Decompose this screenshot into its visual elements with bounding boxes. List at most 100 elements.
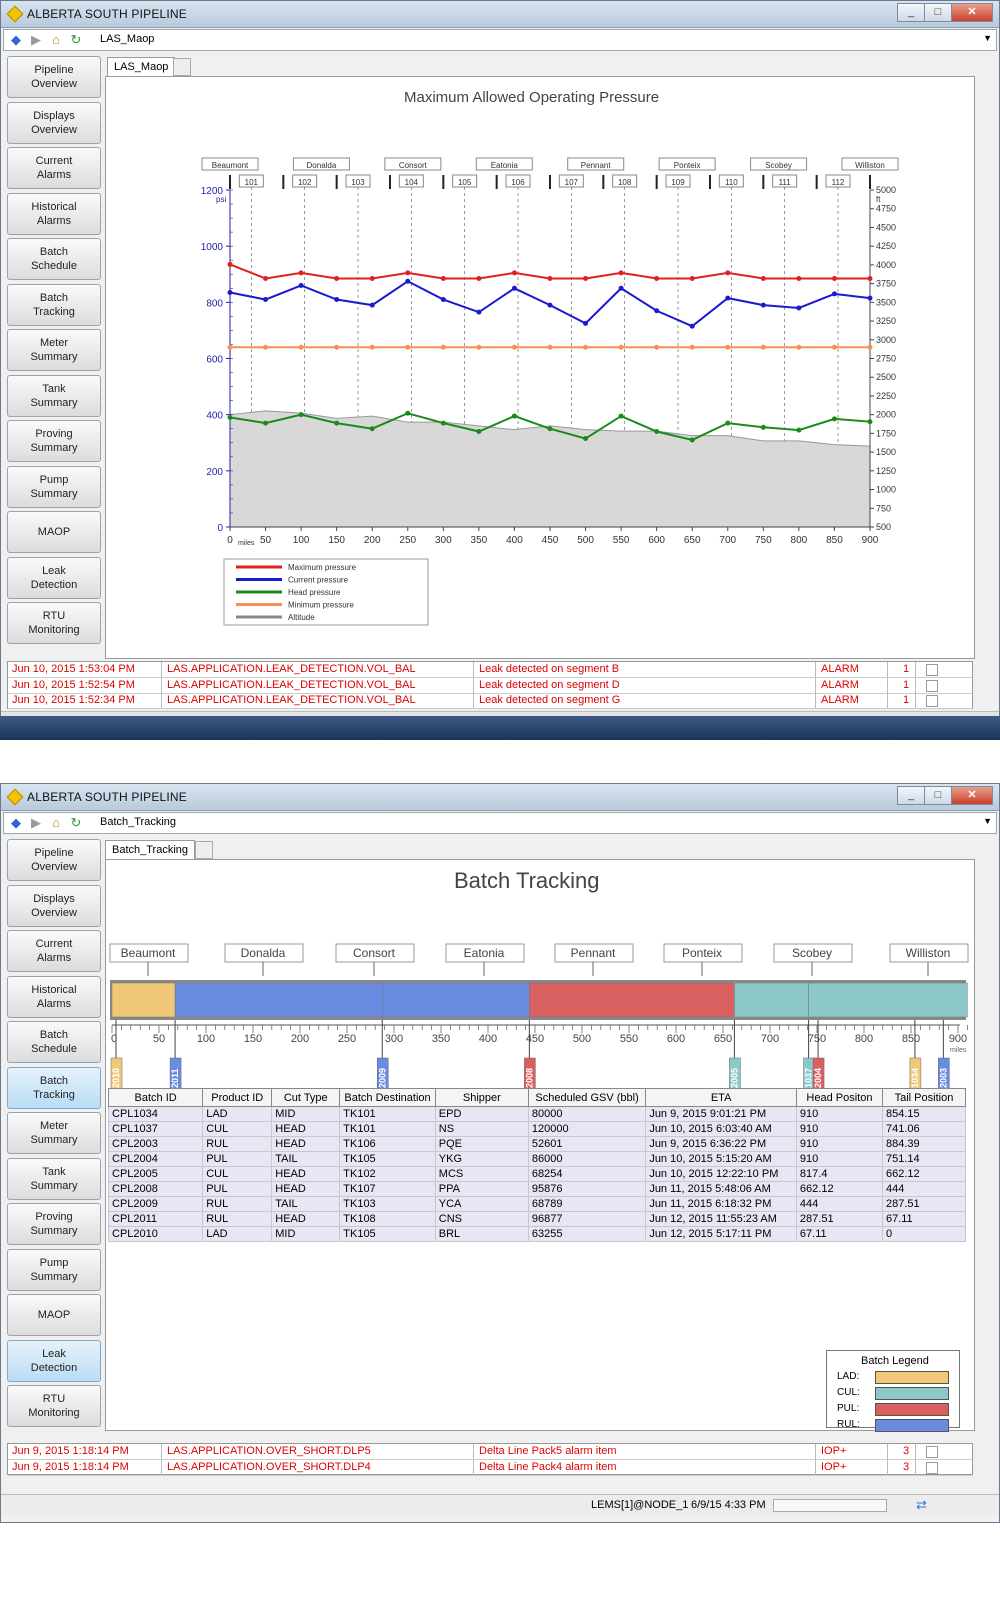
y-tick-label: 200 [206,467,223,478]
sidebar-item-batch-tracking[interactable]: Batch Tracking [7,283,101,326]
table-row[interactable]: CPL2003 RUL HEAD TK106 PQE 52601 Jun 9, 2015 6… [107,1136,967,1152]
close-button[interactable]: ✕ [951,3,993,22]
scale-tick-label: 50 [153,1033,165,1045]
tab-new-icon[interactable] [173,58,191,76]
tab-batch-tracking[interactable]: Batch_Tracking [105,840,196,859]
table-row[interactable]: CPL2004 PUL TAIL TK105 YKG 86000 Jun 10, 2015 … [107,1151,967,1167]
column-header[interactable]: Scheduled GSV (bbl) [527,1088,647,1107]
station-marker [549,175,551,189]
back-arrow-icon[interactable]: ◆ [11,815,21,830]
batch-marker-label: CPL1034 [910,1068,920,1106]
data-point [227,261,233,267]
data-point [725,295,731,301]
table-row[interactable]: CPL2010 LAD MID TK105 BRL 63255 Jun 12, 2015 5… [107,1226,967,1242]
forward-arrow-icon[interactable]: ▶ [31,32,41,47]
column-header[interactable]: Tail Position [881,1088,967,1107]
data-point [405,410,411,416]
address-path[interactable]: LAS_Maop [100,33,155,45]
column-header[interactable]: ETA [645,1088,797,1107]
column-header[interactable]: Batch Destination [339,1088,436,1107]
alarm-cell-divider [8,1459,162,1475]
column-header[interactable]: Cut Type [271,1088,341,1107]
station-label: Donalda [224,943,304,963]
home-icon[interactable]: ⌂ [52,32,60,47]
sidebar-item-historical-alarms[interactable]: Historical Alarms [7,975,101,1018]
alarm-ack-checkbox[interactable] [926,664,938,676]
sidebar-item-proving-summary[interactable]: Proving Summary [7,420,101,462]
sidebar-item-pump-summary[interactable]: Pump Summary [7,465,101,508]
data-point [547,344,553,350]
chevron-down-icon[interactable]: ▼ [983,33,992,43]
chevron-down-icon[interactable]: ▼ [983,816,992,826]
station-label: Scobey [773,943,853,963]
alarm-message: Leak detected on segment G [479,694,621,706]
sidebar-item-rtu-monitoring[interactable]: RTU Monitoring [7,602,101,644]
home-icon[interactable]: ⌂ [52,815,60,830]
table-row[interactable]: CPL1034 LAD MID TK101 EPD 80000 Jun 9, 2015 9:… [107,1106,967,1122]
alarm-ack-checkbox[interactable] [926,1446,938,1458]
table-cell: LAD [202,1106,273,1122]
back-arrow-icon[interactable]: ◆ [11,32,21,47]
network-icon[interactable]: ⇄ [916,1497,927,1512]
sidebar-item-current-alarms[interactable]: Current Alarms [7,147,101,189]
alarm-ack-checkbox[interactable] [926,679,938,692]
address-path[interactable]: Batch_Tracking [100,816,177,828]
sidebar-item-current-alarms[interactable]: Current Alarms [7,930,101,972]
sidebar-item-batch-schedule[interactable]: Batch Schedule [7,1021,101,1063]
sidebar-item-proving-summary[interactable]: Proving Summary [7,1203,101,1245]
alarm-ack-checkbox[interactable] [926,1461,938,1474]
refresh-icon[interactable]: ↻ [70,32,82,47]
sidebar-item-leak-detection[interactable]: Leak Detection [7,556,101,599]
title-bar[interactable]: ALBERTA SOUTH PIPELINE _ □ ✕ [1,784,999,811]
column-header[interactable]: Batch ID [107,1088,204,1107]
sidebar-item-displays-overview[interactable]: Displays Overview [7,101,101,144]
sidebar-item-batch-schedule[interactable]: Batch Schedule [7,238,101,280]
data-point [867,275,873,281]
maximize-button[interactable]: □ [924,786,952,805]
alarm-row[interactable]: Jun 10, 2015 1:52:54 PM LAS.APPLICATION.L… [8,677,972,694]
table-row[interactable]: CPL2011 RUL HEAD TK108 CNS 96877 Jun 12, 2015 … [107,1211,967,1227]
table-row[interactable]: CPL2005 CUL HEAD TK102 MCS 68254 Jun 10, 2015 … [107,1166,967,1182]
sidebar-item-maop[interactable]: MAOP [7,511,101,553]
tab-new-icon[interactable] [195,841,213,859]
sidebar-item-rtu-monitoring[interactable]: RTU Monitoring [7,1385,101,1427]
table-cell: 884.39 [881,1136,967,1152]
table-cell: 444 [881,1181,967,1197]
alarm-row[interactable]: Jun 10, 2015 1:52:34 PM LAS.APPLICATION.L… [8,693,972,709]
sidebar-item-leak-detection[interactable]: Leak Detection [7,1339,101,1382]
data-point [618,270,624,276]
maximize-button[interactable]: □ [924,3,952,22]
minimize-button[interactable]: _ [897,786,925,805]
station-name: Eatonia [464,946,505,960]
sidebar-item-displays-overview[interactable]: Displays Overview [7,884,101,927]
alarm-row[interactable]: Jun 10, 2015 1:53:04 PM LAS.APPLICATION.L… [8,662,972,678]
sidebar-item-batch-tracking[interactable]: Batch Tracking [7,1066,101,1109]
sidebar-item-tank-summary[interactable]: Tank Summary [7,1157,101,1200]
sidebar-item-historical-alarms[interactable]: Historical Alarms [7,192,101,235]
alarm-row[interactable]: Jun 9, 2015 1:18:14 PM LAS.APPLICATION.OV… [8,1444,972,1460]
table-row[interactable]: CPL1037 CUL HEAD TK101 NS 120000 Jun 10, 2015 … [107,1121,967,1137]
data-point [654,275,660,281]
alarm-row[interactable]: Jun 9, 2015 1:18:14 PM LAS.APPLICATION.OV… [8,1459,972,1476]
refresh-icon[interactable]: ↻ [70,815,82,830]
forward-arrow-icon[interactable]: ▶ [31,815,41,830]
column-header[interactable]: Head Positon [795,1088,883,1107]
table-row[interactable]: CPL2008 PUL HEAD TK107 PPA 95876 Jun 11, 2015 … [107,1181,967,1197]
close-button[interactable]: ✕ [951,786,993,805]
column-header[interactable]: Shipper [434,1088,529,1107]
title-bar[interactable]: ALBERTA SOUTH PIPELINE _ □ ✕ [1,1,999,28]
column-header[interactable]: Product ID [202,1088,273,1107]
tab-las-maop[interactable]: LAS_Maop [107,57,176,76]
minimize-button[interactable]: _ [897,3,925,22]
sidebar-item-tank-summary[interactable]: Tank Summary [7,374,101,417]
sidebar-item-pump-summary[interactable]: Pump Summary [7,1248,101,1291]
sidebar-item-meter-summary[interactable]: Meter Summary [7,329,101,371]
sidebar-item-meter-summary[interactable]: Meter Summary [7,1112,101,1154]
sidebar-item-pipeline-overview[interactable]: Pipeline Overview [7,839,101,881]
sidebar-item-pipeline-overview[interactable]: Pipeline Overview [7,56,101,98]
sidebar-item-maop[interactable]: MAOP [7,1294,101,1336]
table-cell: 910 [795,1136,883,1152]
alarm-ack-checkbox[interactable] [926,695,938,707]
y2-tick-label: 4750 [876,204,896,214]
table-row[interactable]: CPL2009 RUL TAIL TK103 YCA 68789 Jun 11, 2015 … [107,1196,967,1212]
